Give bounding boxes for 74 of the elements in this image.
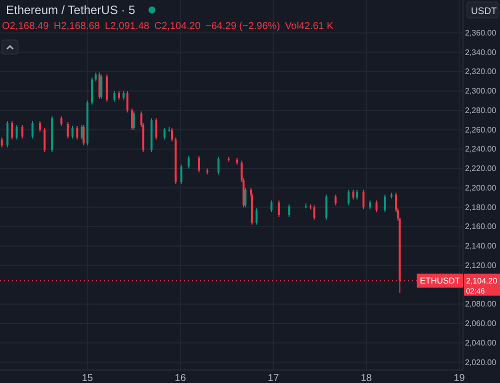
candlestick xyxy=(155,118,158,140)
candlestick xyxy=(217,156,220,175)
candlestick xyxy=(72,125,74,140)
y-tick-label: 2,140.00 xyxy=(465,242,497,251)
y-tick-label: 2,080.00 xyxy=(465,300,497,309)
candlestick xyxy=(352,189,354,200)
y-tick-label: 2,040.00 xyxy=(465,338,497,348)
candlestick xyxy=(38,120,41,132)
annotation: ETHUSDT xyxy=(420,276,460,286)
y-tick-label: 2,360.00 xyxy=(465,28,497,38)
candlestick xyxy=(82,124,85,146)
candlestick xyxy=(244,187,246,208)
candlestick xyxy=(106,74,108,102)
y-tick-label: 2,120.00 xyxy=(465,260,497,270)
candlestick xyxy=(91,76,94,106)
candlestick xyxy=(44,127,46,153)
y-tick-label: 2,200.00 xyxy=(465,183,497,192)
y-tick-label: 2,320.00 xyxy=(465,67,497,76)
candlestick xyxy=(356,189,358,200)
candlestick xyxy=(76,125,78,140)
y-tick-label: 2,180.00 xyxy=(465,202,497,212)
text: 2,104.20 xyxy=(466,276,498,286)
candlestick xyxy=(6,120,8,148)
candlestick xyxy=(171,127,173,142)
y-axis-title: USDT xyxy=(471,6,498,17)
candlestick xyxy=(21,124,24,140)
candlestick xyxy=(66,122,69,140)
y-tick-label: 2,340.00 xyxy=(465,48,497,57)
candlestick xyxy=(334,194,337,206)
y-tick-label: 2,160.00 xyxy=(465,222,497,232)
candlestick xyxy=(32,120,34,140)
candlestick xyxy=(270,200,272,213)
annotation: L2,091.48 xyxy=(104,21,150,32)
candlestick xyxy=(384,194,386,213)
annotation: O2,168.49 xyxy=(2,21,50,32)
candlestick xyxy=(113,90,116,102)
candlestick xyxy=(16,124,18,140)
candlestick xyxy=(0,137,3,148)
x-tick-label: 19 xyxy=(454,373,466,383)
y-tick-label: 2,220.00 xyxy=(465,164,497,174)
chart-title: Ethereum / TetherUS · 5 xyxy=(6,3,136,17)
candlestick xyxy=(256,208,258,226)
y-tick-label: 2,060.00 xyxy=(465,319,497,328)
candlestick xyxy=(198,155,200,173)
x-tick-label: 16 xyxy=(174,373,186,383)
x-tick-label: 15 xyxy=(82,373,94,383)
candlestick xyxy=(132,110,135,130)
candlestick xyxy=(180,164,182,185)
candlestick xyxy=(376,200,378,213)
candlestick xyxy=(288,204,290,218)
candlestick xyxy=(325,194,328,220)
y-tick-label: 2,020.00 xyxy=(465,358,497,367)
candlestick xyxy=(362,189,365,210)
candlestick xyxy=(348,189,350,206)
candlestick xyxy=(131,108,134,130)
candlestick xyxy=(188,155,190,170)
candlestick xyxy=(278,200,280,218)
candlestick xyxy=(164,127,166,140)
x-tick-label: 17 xyxy=(268,373,280,383)
y-tick-label: 2,280.00 xyxy=(465,106,497,115)
candlestick xyxy=(126,90,128,113)
annotation: H2,168.68 xyxy=(54,21,100,32)
annotation: Vol42.61 K xyxy=(285,21,334,32)
candlestick xyxy=(100,74,102,100)
candlestick xyxy=(60,116,62,126)
annotation: −64.29 (−2.96%) xyxy=(206,21,280,32)
candlestick xyxy=(11,120,14,140)
candlestick xyxy=(98,72,100,100)
candlestick xyxy=(313,204,316,220)
y-tick-label: 2,260.00 xyxy=(465,125,497,134)
x-tick-label: 18 xyxy=(360,373,372,383)
y-tick-label: 2,240.00 xyxy=(465,144,497,154)
annotation: C2,104.20 xyxy=(154,21,201,32)
y-tick-label: 2,300.00 xyxy=(465,86,497,96)
